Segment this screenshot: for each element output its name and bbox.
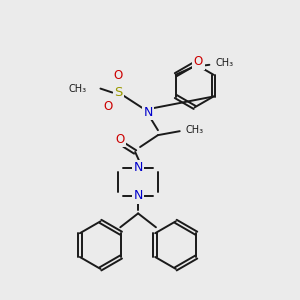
Text: CH₃: CH₃: [68, 84, 87, 94]
Text: CH₃: CH₃: [215, 58, 233, 68]
Text: N: N: [134, 189, 143, 202]
Text: CH₃: CH₃: [186, 125, 204, 135]
Text: N: N: [134, 161, 143, 174]
Text: S: S: [114, 86, 122, 99]
Text: O: O: [114, 69, 123, 82]
Text: O: O: [116, 133, 125, 146]
Text: O: O: [194, 55, 203, 68]
Text: O: O: [104, 100, 113, 113]
Text: N: N: [143, 106, 153, 119]
